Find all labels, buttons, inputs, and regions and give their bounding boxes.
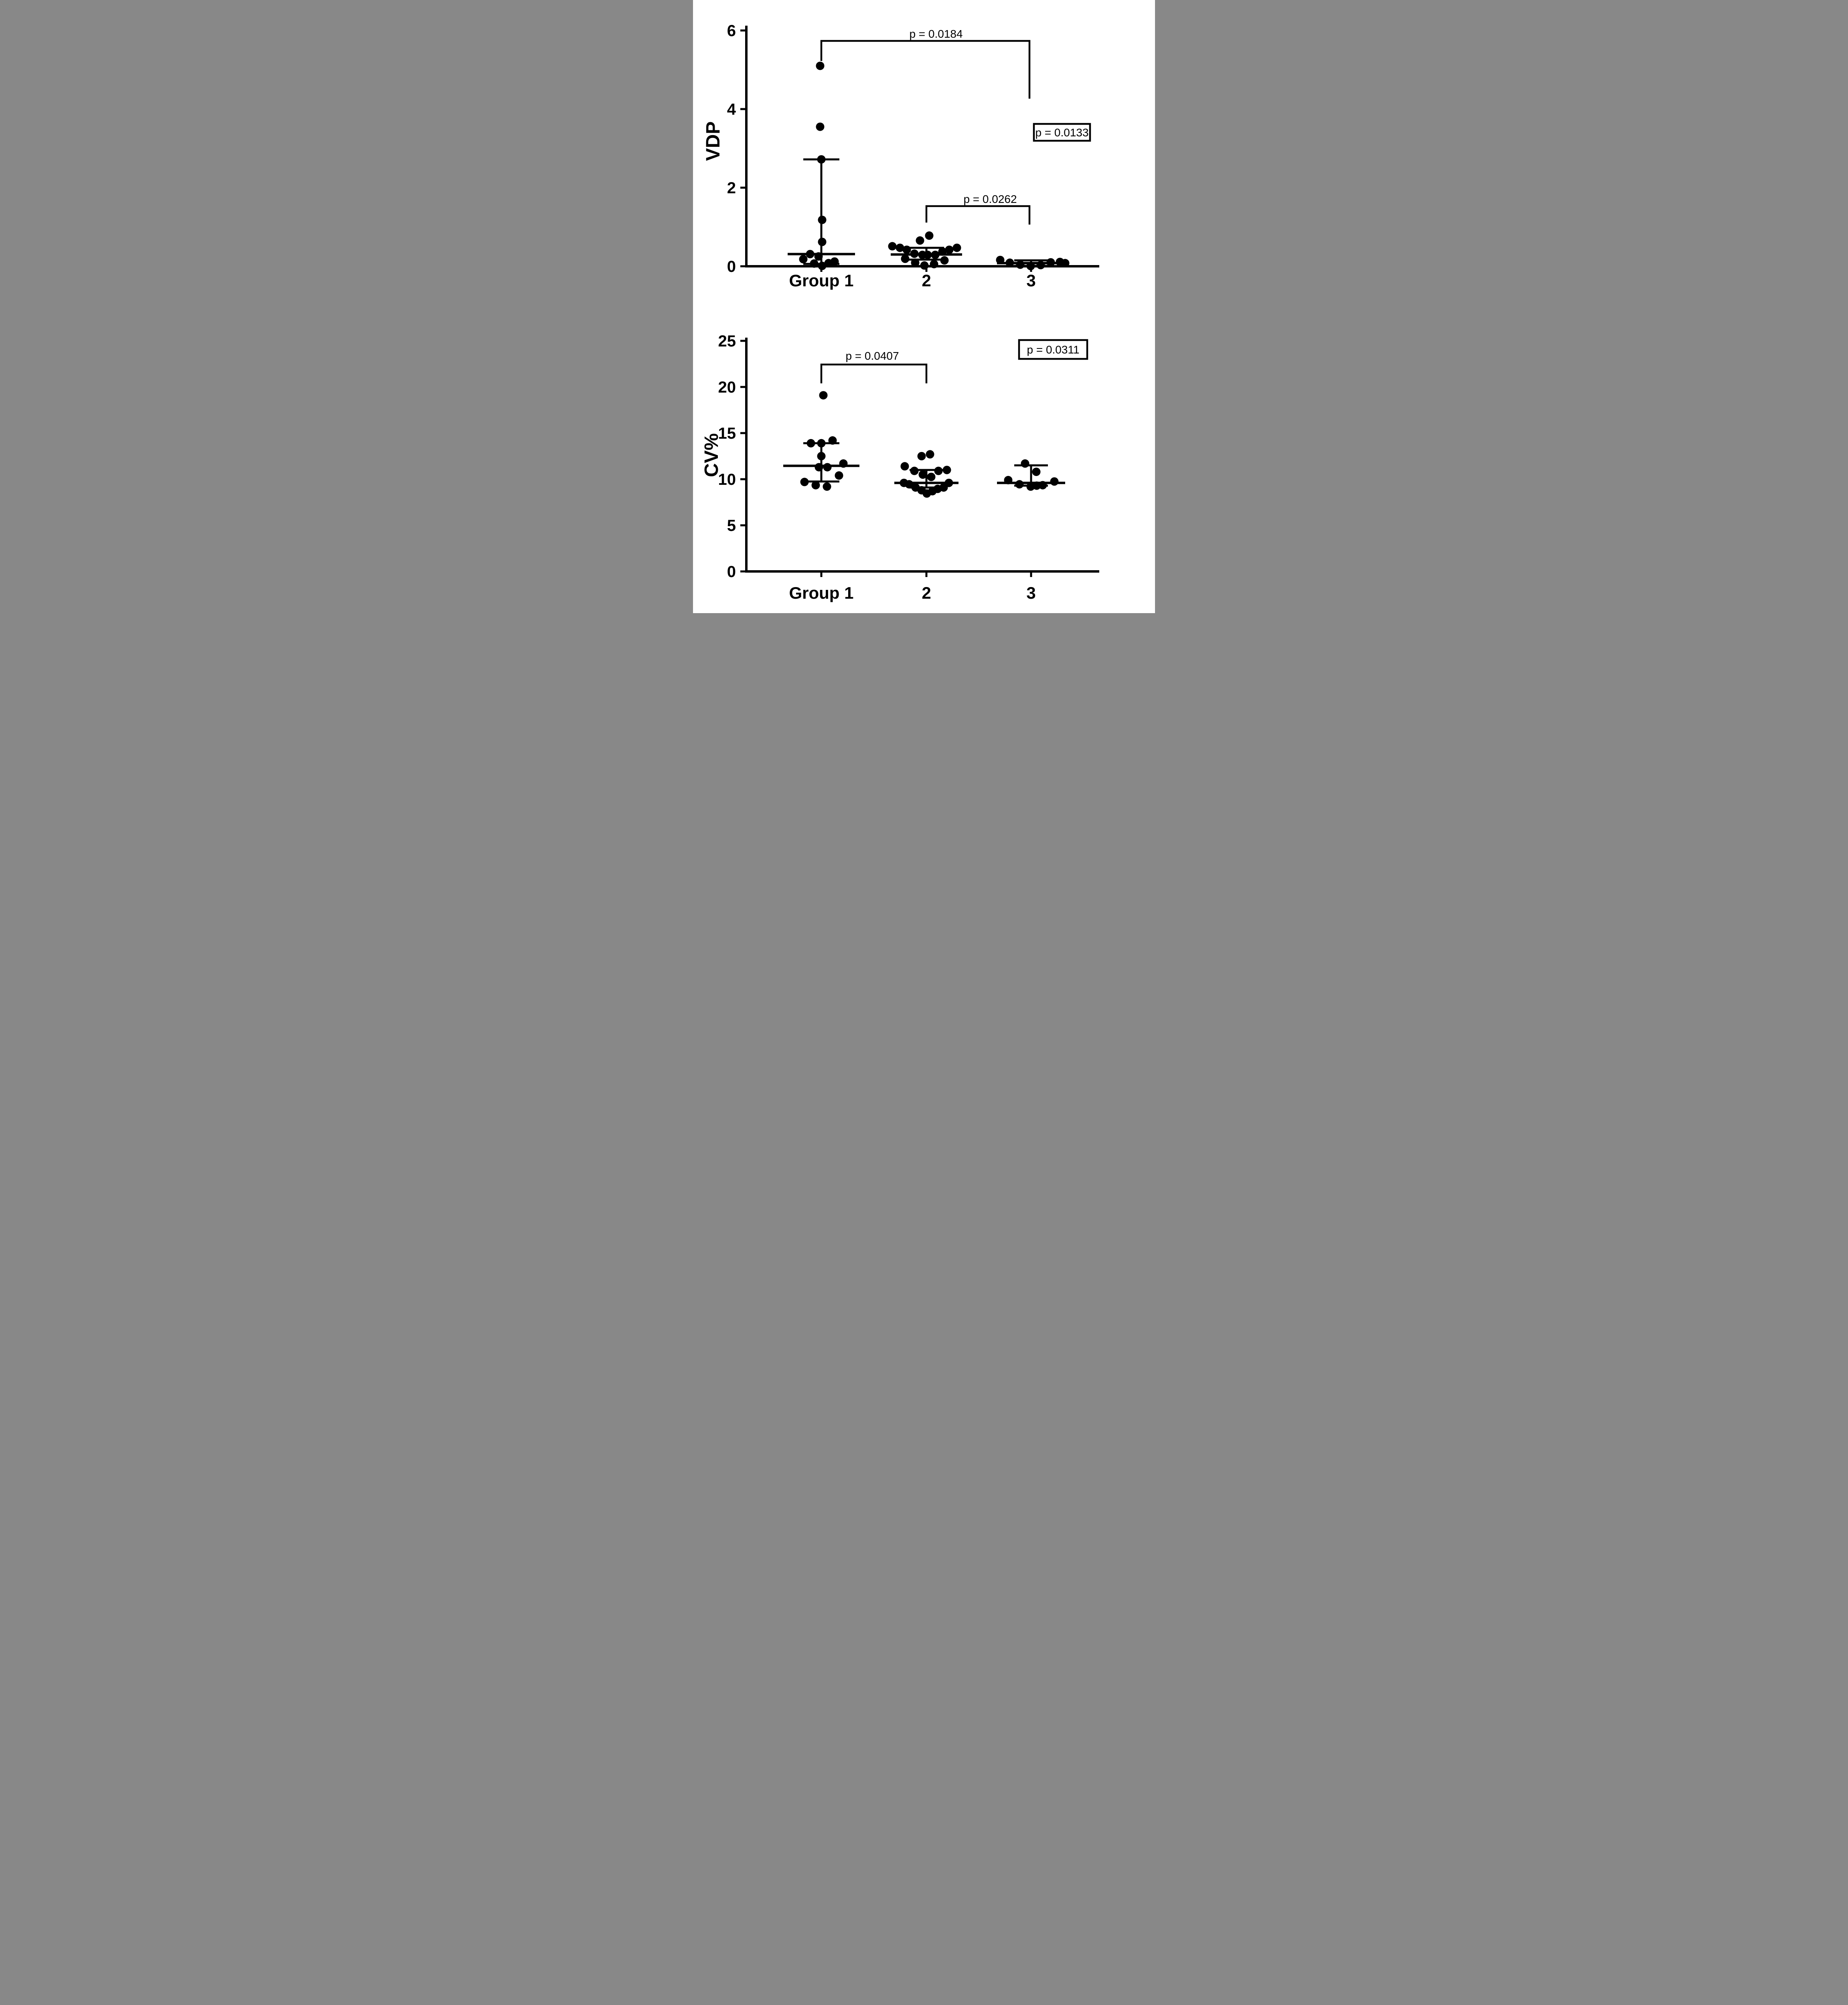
y-tick-label: 4: [727, 101, 736, 118]
y-tick-label: 6: [727, 22, 736, 40]
data-point: [818, 237, 827, 246]
data-point: [810, 259, 819, 268]
x-group-label: Group 1: [789, 271, 853, 290]
significance-bracket: [925, 205, 1031, 225]
y-tick-label: 5: [727, 517, 736, 535]
data-point: [835, 471, 843, 480]
y-tick-label: 0: [727, 258, 736, 275]
y-tick-label: 10: [718, 471, 736, 488]
data-point: [900, 462, 909, 471]
y-tick-label: 2: [727, 179, 736, 197]
data-point: [800, 478, 809, 486]
data-point: [896, 243, 904, 252]
p-value-box: [1033, 123, 1091, 142]
x-group-label: 2: [922, 583, 931, 602]
data-point: [1032, 481, 1041, 490]
y-tick-label: 25: [718, 332, 736, 350]
data-point: [940, 256, 949, 265]
data-point: [942, 466, 951, 474]
data-point: [817, 155, 826, 164]
data-point: [918, 470, 927, 479]
data-point: [1038, 481, 1047, 490]
data-point: [1004, 476, 1013, 484]
data-point: [938, 247, 947, 256]
x-group-label: 2: [922, 271, 931, 290]
data-point: [811, 481, 820, 490]
data-point: [1036, 261, 1045, 269]
data-point: [1050, 477, 1059, 486]
data-point: [927, 472, 936, 481]
data-point: [996, 255, 1005, 264]
x-group-label: 3: [1026, 271, 1035, 290]
data-point: [1005, 258, 1014, 267]
p-value-text: p = 0.0262: [963, 193, 1017, 205]
data-point: [1046, 258, 1055, 267]
data-point: [828, 436, 837, 445]
data-point: [926, 450, 934, 459]
data-point: [905, 480, 914, 489]
data-point: [1032, 468, 1041, 476]
data-point: [931, 251, 940, 259]
data-point: [952, 243, 961, 252]
data-point: [819, 391, 828, 400]
data-point: [916, 236, 924, 245]
data-point: [920, 261, 929, 270]
y-tick-label: 0: [727, 563, 736, 581]
y-tick-label: 20: [718, 379, 736, 396]
data-point: [945, 245, 954, 254]
data-point: [817, 452, 826, 460]
data-point: [902, 245, 911, 254]
p-value-text: p = 0.0407: [845, 350, 899, 362]
significance-bracket: [820, 363, 928, 383]
data-point: [1021, 459, 1029, 468]
data-point: [839, 459, 848, 468]
data-point: [944, 478, 953, 487]
dot-plot-figure: 0 2 4 6 VDP Group 1 2 3 p = 0.0184 p = 0.0262 p = …: [701, 22, 1099, 602]
figure-canvas: 0 2 4 6 VDP Group 1 2 3 p = 0.0184 p = 0.0262 p = …: [693, 0, 1155, 613]
data-point: [814, 252, 823, 261]
data-point: [1061, 259, 1070, 267]
data-point: [930, 260, 938, 269]
x-group-label: 3: [1026, 583, 1035, 602]
data-point: [888, 242, 897, 251]
y-tick-label: 15: [718, 425, 736, 442]
data-point: [901, 254, 910, 263]
p-value-box-text: p = 0.0311: [1027, 344, 1079, 356]
x-group-label: Group 1: [789, 583, 853, 602]
data-point: [911, 258, 920, 267]
data-point: [817, 439, 826, 448]
data-point: [823, 463, 832, 472]
data-point: [925, 231, 934, 240]
p-value-text: p = 0.0184: [909, 28, 962, 40]
y-axis-title: CV%: [701, 433, 722, 477]
data-point: [1015, 480, 1024, 489]
data-point: [806, 439, 815, 448]
data-point: [816, 61, 825, 70]
p-value-box-text: p = 0.0133: [1035, 126, 1088, 139]
data-point: [818, 261, 827, 270]
data-point: [806, 250, 815, 259]
data-point: [910, 466, 919, 475]
p-value-box: [1018, 339, 1088, 360]
data-point: [1026, 262, 1035, 271]
data-point: [818, 215, 827, 224]
data-point: [830, 257, 839, 266]
data-point: [1016, 260, 1025, 269]
data-point: [799, 255, 808, 263]
data-point: [934, 466, 943, 475]
data-point: [910, 249, 919, 258]
data-point: [823, 482, 831, 491]
data-point: [815, 463, 823, 472]
data-point: [923, 251, 932, 259]
data-point: [917, 452, 926, 460]
significance-bracket: [820, 40, 1031, 99]
data-point: [816, 122, 825, 131]
y-axis-title: VDP: [703, 122, 724, 161]
